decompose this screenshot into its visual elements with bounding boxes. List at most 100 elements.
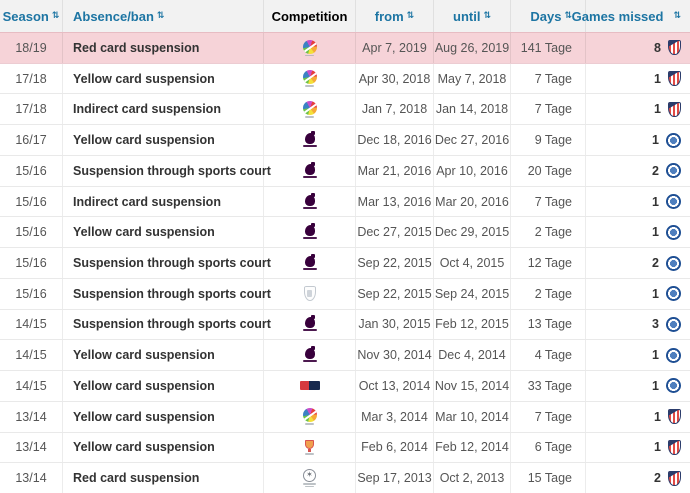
chelsea-crest[interactable] — [666, 255, 681, 271]
games-missed-value: 1 — [654, 71, 661, 86]
from-date: Dec 18, 2016 — [357, 133, 432, 148]
absence-ban-value: Suspension through sports court — [73, 286, 271, 301]
table-row: 14/15 Suspension through sports court Jan … — [0, 308, 690, 340]
chelsea-crest[interactable] — [666, 132, 681, 148]
atletico-madrid-crest[interactable] — [668, 71, 681, 87]
cell-season: 15/16 — [0, 187, 62, 217]
premier-league-logo[interactable] — [302, 315, 317, 332]
league-cup-logo[interactable] — [299, 381, 320, 391]
column-header-days[interactable]: Days ⇅ — [510, 0, 585, 32]
column-label-until[interactable]: until — [453, 8, 481, 24]
table-row: 14/15 Yellow card suspension Oct 13, 2014 N… — [0, 370, 690, 401]
logo-part — [302, 360, 317, 363]
column-label-from[interactable]: from — [374, 8, 404, 24]
chelsea-crest[interactable] — [666, 286, 681, 302]
column-label-days[interactable]: Days — [530, 8, 562, 24]
table-row: 17/18 Indirect card suspension Jan 7, 2018… — [0, 93, 690, 125]
season-value: 15/16 — [15, 194, 47, 209]
games-missed-value: 1 — [652, 286, 659, 301]
atletico-madrid-crest[interactable] — [668, 470, 681, 486]
cell-days: 6 Tage — [510, 432, 585, 463]
absence-ban-value: Suspension through sports court — [73, 317, 271, 332]
logo-part — [302, 101, 317, 116]
until-date: Nov 15, 2014 — [434, 378, 510, 393]
laliga-logo[interactable] — [302, 408, 317, 425]
season-value: 15/16 — [15, 256, 47, 270]
logo-part — [302, 145, 317, 148]
chelsea-crest[interactable] — [666, 224, 681, 240]
laliga-logo[interactable] — [302, 70, 317, 87]
premier-league-logo[interactable] — [302, 223, 317, 240]
cell-games-missed: 2 — [585, 463, 690, 493]
chelsea-crest[interactable] — [666, 347, 681, 363]
logo-part — [304, 346, 315, 360]
cell-until: Feb 12, 2015 — [433, 309, 510, 340]
column-header-games_missed[interactable]: Games missed ⇅ — [572, 0, 690, 32]
cell-absence-ban: Yellow card suspension — [62, 340, 263, 371]
sort-icon[interactable]: ⇅ — [51, 11, 60, 21]
days-value: 13 Tage — [527, 317, 572, 332]
cell-season: 14/15 — [0, 371, 62, 401]
chelsea-crest[interactable] — [666, 316, 681, 332]
cell-games-missed: 1 — [585, 340, 690, 371]
cell-competition — [263, 371, 355, 401]
logo-part — [302, 175, 317, 178]
cell-games-missed: 1 — [585, 63, 690, 94]
sort-icon[interactable]: ⇅ — [673, 11, 681, 21]
atletico-madrid-crest[interactable] — [668, 439, 681, 455]
absence-ban-value: Suspension through sports court — [73, 163, 271, 178]
sort-icon[interactable]: ⇅ — [406, 11, 415, 21]
cell-absence-ban: Yellow card suspension — [62, 401, 263, 432]
fa-cup-logo[interactable] — [303, 286, 316, 302]
until-date: Oct 4, 2015 — [439, 256, 505, 270]
cell-days: 33 Tage — [510, 371, 585, 401]
column-header-season[interactable]: Season ⇅ — [0, 0, 62, 32]
column-header-from[interactable]: from ⇅ — [355, 0, 433, 32]
cell-competition — [263, 155, 355, 186]
atletico-madrid-crest[interactable] — [668, 101, 681, 117]
premier-league-logo[interactable] — [302, 192, 317, 209]
table-body: 18/19 Red card suspension Apr 7, 2019 Aug 2… — [0, 32, 690, 493]
column-header-until[interactable]: until ⇅ — [433, 0, 510, 32]
until-date: Feb 12, 2015 — [435, 317, 509, 332]
cell-from: Sep 22, 2015 — [355, 248, 433, 278]
atletico-madrid-crest[interactable] — [668, 409, 681, 425]
copa-del-rey-logo[interactable] — [305, 440, 314, 455]
column-label-season[interactable]: Season — [2, 8, 49, 24]
from-date: Jan 30, 2015 — [358, 317, 431, 332]
premier-league-logo[interactable] — [302, 254, 317, 270]
chelsea-crest[interactable] — [666, 163, 681, 179]
sort-icon[interactable]: ⇅ — [564, 11, 572, 21]
cell-until: Jan 14, 2018 — [433, 94, 510, 125]
table-header-row: Season ⇅ Absence/ban ⇅ Competition from ⇅ until… — [0, 0, 690, 32]
column-header-absence[interactable]: Absence/ban ⇅ — [62, 0, 263, 32]
games-missed-value: 8 — [654, 40, 661, 55]
sort-icon[interactable]: ⇅ — [156, 11, 165, 21]
premier-league-logo[interactable] — [302, 346, 317, 363]
from-date: Jan 7, 2018 — [361, 102, 428, 117]
absence-ban-value: Yellow card suspension — [73, 225, 215, 240]
column-label-games_missed[interactable]: Games missed — [571, 8, 664, 24]
logo-part — [305, 116, 314, 118]
premier-league-logo[interactable] — [302, 161, 317, 178]
absence-ban-value: Indirect card suspension — [73, 102, 221, 117]
laliga-logo[interactable] — [302, 39, 317, 57]
until-date: Aug 26, 2019 — [434, 40, 510, 55]
cell-until: Aug 26, 2019 — [433, 33, 510, 63]
cell-games-missed: 1 — [585, 125, 690, 155]
cell-until: Mar 20, 2016 — [433, 186, 510, 217]
cell-from: Mar 13, 2016 — [355, 186, 433, 217]
cell-until: Mar 10, 2014 — [433, 401, 510, 432]
days-value: 2 Tage — [534, 225, 572, 240]
until-date: Dec 29, 2015 — [434, 225, 510, 240]
days-value: 7 Tage — [534, 71, 572, 86]
column-label-absence[interactable]: Absence/ban — [73, 8, 154, 24]
champions-league-logo[interactable]: ✶ — [303, 468, 316, 488]
sort-icon[interactable]: ⇅ — [483, 11, 491, 21]
atletico-madrid-crest[interactable] — [668, 40, 681, 56]
chelsea-crest[interactable] — [666, 378, 681, 394]
logo-part — [302, 408, 317, 423]
premier-league-logo[interactable] — [302, 131, 317, 148]
laliga-logo[interactable] — [302, 101, 317, 118]
chelsea-crest[interactable] — [666, 194, 681, 210]
